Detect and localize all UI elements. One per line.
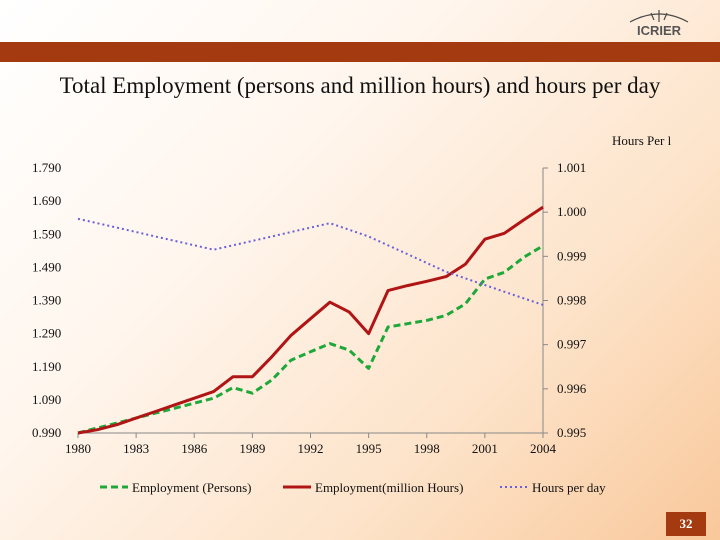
y-right-tick-label: 0.998 bbox=[557, 293, 586, 308]
x-tick-label: 1980 bbox=[65, 441, 91, 456]
y-right-axis-label: Hours Per l bbox=[612, 133, 672, 148]
y-left-tick-label: 1.490 bbox=[32, 259, 61, 274]
y-left-tick-label: 1.590 bbox=[32, 226, 61, 241]
y-left-tick-label: 1.690 bbox=[32, 193, 61, 208]
y-right-tick-label: 0.995 bbox=[557, 425, 586, 440]
y-left-tick-label: 1.190 bbox=[32, 359, 61, 374]
x-tick-label: 1986 bbox=[181, 441, 208, 456]
header-band bbox=[0, 42, 720, 62]
x-tick-label: 1989 bbox=[239, 441, 265, 456]
y-right-tick-label: 0.999 bbox=[557, 248, 586, 263]
y-right-tick-label: 1.001 bbox=[557, 160, 586, 175]
y-right-tick-label: 0.996 bbox=[557, 381, 587, 396]
y-left-tick-label: 1.790 bbox=[32, 160, 61, 175]
y-right-tick-label: 0.997 bbox=[557, 337, 587, 352]
slide-number: 32 bbox=[666, 512, 706, 536]
legend-label-3: Hours per day bbox=[532, 480, 606, 495]
chart-title: Total Employment (persons and million ho… bbox=[59, 73, 661, 98]
x-tick-label: 1992 bbox=[298, 441, 324, 456]
y-left-tick-label: 1.090 bbox=[32, 392, 61, 407]
y-left-tick-label: 1.390 bbox=[32, 293, 61, 308]
y-left-tick-label: 0.990 bbox=[32, 425, 61, 440]
x-tick-label: 1983 bbox=[123, 441, 149, 456]
legend-label-1: Employment (Persons) bbox=[132, 480, 252, 495]
y-right-tick-label: 1.000 bbox=[557, 204, 586, 219]
x-tick-label: 2004 bbox=[530, 441, 557, 456]
y-left-tick-label: 1.290 bbox=[32, 326, 61, 341]
series-line-2 bbox=[77, 205, 544, 435]
legend-label-2: Employment(million Hours) bbox=[315, 480, 463, 495]
logo-text: ICRIER bbox=[637, 23, 682, 38]
x-tick-label: 2001 bbox=[472, 441, 498, 456]
icrier-logo: ICRIER bbox=[629, 10, 689, 38]
x-tick-label: 1995 bbox=[356, 441, 382, 456]
series-line-1 bbox=[77, 244, 544, 435]
x-tick-label: 1998 bbox=[414, 441, 440, 456]
